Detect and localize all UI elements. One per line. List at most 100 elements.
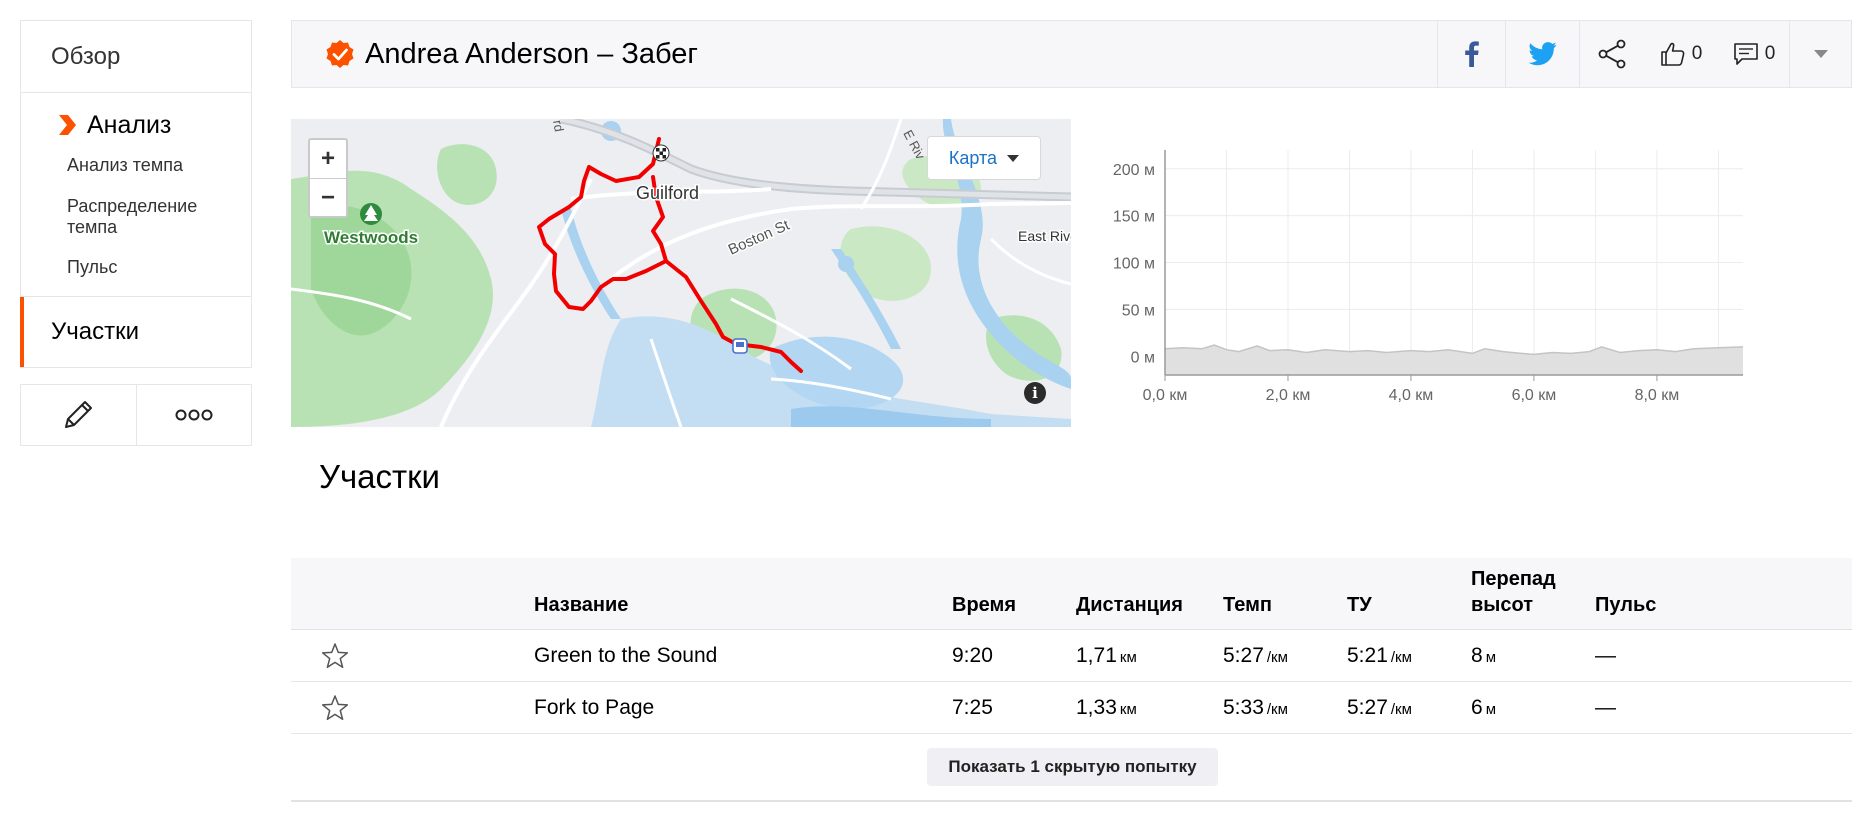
route-map[interactable]: Guilford Westwoods Boston St East Rive E…: [291, 119, 1071, 427]
y-tick-label: 0 м: [1131, 349, 1155, 366]
share-button[interactable]: [1579, 21, 1643, 87]
col-distance[interactable]: Дистанция: [1076, 594, 1183, 616]
segment-name-link[interactable]: Green to the Sound: [534, 644, 718, 667]
sidebar-actions: [20, 384, 252, 446]
col-gap[interactable]: ТУ: [1347, 594, 1372, 616]
zoom-control: + −: [308, 138, 348, 218]
segment-name-link[interactable]: Fork to Page: [534, 696, 655, 719]
segment-pace: 5:27/км: [1223, 644, 1288, 670]
segment-heart-rate: —: [1595, 696, 1616, 719]
sidebar-item-analysis-label: Анализ: [87, 110, 172, 139]
sidebar-group-analysis: Анализ Анализ темпа Распределение темпа …: [21, 93, 251, 297]
header-more-button[interactable]: [1789, 21, 1851, 87]
y-tick-label: 150 м: [1113, 209, 1155, 226]
x-tick-label: 4,0 км: [1389, 387, 1434, 404]
segment-gap: 5:27/км: [1347, 696, 1412, 722]
table-row[interactable]: Fork to Page 7:25 1,33 км 5:33/км 5:27/км…: [291, 682, 1852, 734]
y-tick-label: 100 м: [1113, 256, 1155, 273]
star-icon[interactable]: [321, 642, 349, 670]
sidebar-nav: Обзор Анализ Анализ темпа Распределение …: [20, 20, 252, 368]
map-label-east-river: East Rive: [1018, 228, 1071, 244]
segment-pace: 5:33/км: [1223, 696, 1288, 722]
hidden-efforts-row: Показать 1 скрытую попытку: [291, 734, 1852, 802]
sidebar-item-pace-analysis[interactable]: Анализ темпа: [67, 155, 183, 175]
x-tick-label: 2,0 км: [1266, 387, 1311, 404]
segment-gap-unit: /км: [1390, 649, 1412, 666]
twitter-icon: [1528, 42, 1556, 66]
segment-time: 7:25: [952, 696, 993, 719]
segment-distance: 1,33 км: [1076, 696, 1137, 722]
col-elevation-line1: Перепад: [1471, 568, 1556, 590]
comment-button[interactable]: 0: [1719, 21, 1789, 87]
segment-gap-value: 5:21: [1347, 644, 1388, 667]
page-title: Andrea Anderson – Забег: [365, 37, 698, 70]
segment-distance-unit: км: [1119, 649, 1137, 666]
map-type-label: Карта: [948, 147, 998, 168]
share-icon: [1598, 39, 1625, 69]
segment-distance-value: 1,71: [1076, 644, 1117, 667]
chevron-right-icon: [59, 115, 76, 135]
y-tick-label: 200 м: [1113, 162, 1155, 179]
info-icon[interactable]: i: [1024, 382, 1046, 404]
elevation-chart: 200 м 150 м 100 м 50 м 0 м 0,0 км 2,0 км 4,0 км…: [1113, 150, 1744, 404]
edit-button[interactable]: [21, 385, 136, 445]
col-pace[interactable]: Темп: [1223, 594, 1272, 616]
elevation-line: [1164, 344, 1744, 356]
sidebar-item-overview[interactable]: Обзор: [21, 21, 251, 93]
x-tick-label: 8,0 км: [1635, 387, 1680, 404]
segment-pace-value: 5:33: [1223, 696, 1264, 719]
facebook-share-button[interactable]: [1437, 21, 1505, 87]
sidebar-item-heart-rate[interactable]: Пульс: [67, 257, 118, 277]
segment-distance-unit: км: [1119, 701, 1137, 718]
segment-gap: 5:21/км: [1347, 644, 1412, 670]
segment-gap-value: 5:27: [1347, 696, 1388, 719]
zoom-out-button[interactable]: −: [310, 178, 346, 216]
segment-time: 9:20: [952, 644, 993, 667]
ellipsis-icon: [175, 409, 213, 421]
segment-pace-value: 5:27: [1223, 644, 1264, 667]
segments-table: Название Время Дистанция Темп ТУ Перепад…: [291, 558, 1852, 802]
col-heart-rate[interactable]: Пульс: [1595, 594, 1657, 616]
segment-elevation-unit: м: [1485, 701, 1496, 718]
segment-distance: 1,71 км: [1076, 644, 1137, 670]
kudos-count: 0: [1691, 43, 1703, 64]
segment-pace-unit: /км: [1266, 701, 1288, 718]
segment-elevation-value: 8: [1471, 644, 1483, 667]
sidebar-item-pace-distribution[interactable]: Распределение темпа: [67, 196, 198, 237]
x-tick-label: 6,0 км: [1512, 387, 1557, 404]
chevron-down-icon: [1813, 50, 1828, 58]
segments-title: Участки: [319, 458, 440, 495]
thumbs-up-icon: [1660, 42, 1685, 66]
y-tick-label: 50 м: [1122, 302, 1155, 319]
kudos-button[interactable]: 0: [1643, 21, 1719, 87]
star-icon[interactable]: [321, 694, 349, 722]
verified-badge-icon: [326, 40, 354, 68]
col-elevation[interactable]: Перепад высот: [1471, 566, 1556, 618]
caret-down-icon: [1007, 154, 1020, 162]
segment-heart-rate: —: [1595, 644, 1616, 667]
segment-elevation-value: 6: [1471, 696, 1483, 719]
sidebar-item-analysis[interactable]: Анализ: [21, 107, 251, 143]
segment-pace-unit: /км: [1266, 649, 1288, 666]
table-row[interactable]: Green to the Sound 9:20 1,71 км 5:27/км 5…: [291, 630, 1852, 682]
twitter-share-button[interactable]: [1505, 21, 1579, 87]
facebook-icon: [1464, 41, 1479, 67]
col-name[interactable]: Название: [534, 594, 629, 616]
pencil-icon: [65, 401, 93, 428]
map-label-westwoods: Westwoods: [324, 228, 418, 247]
table-header: Название Время Дистанция Темп ТУ Перепад…: [291, 558, 1852, 630]
zoom-in-button[interactable]: +: [320, 145, 335, 172]
segment-elevation-unit: м: [1485, 649, 1496, 666]
sidebar-item-segments[interactable]: Участки: [20, 297, 251, 367]
more-actions-button[interactable]: [135, 385, 252, 445]
x-tick-label: 0,0 км: [1143, 387, 1188, 404]
show-hidden-efforts-button[interactable]: Показать 1 скрытую попытку: [927, 748, 1218, 786]
col-elevation-line2: высот: [1471, 594, 1534, 616]
map-type-dropdown[interactable]: Карта: [927, 136, 1041, 180]
map-label-guilford: Guilford: [636, 183, 699, 203]
segment-gap-unit: /км: [1390, 701, 1412, 718]
activity-header: Andrea Anderson – Забег: [291, 20, 1852, 88]
col-time[interactable]: Время: [952, 594, 1016, 616]
